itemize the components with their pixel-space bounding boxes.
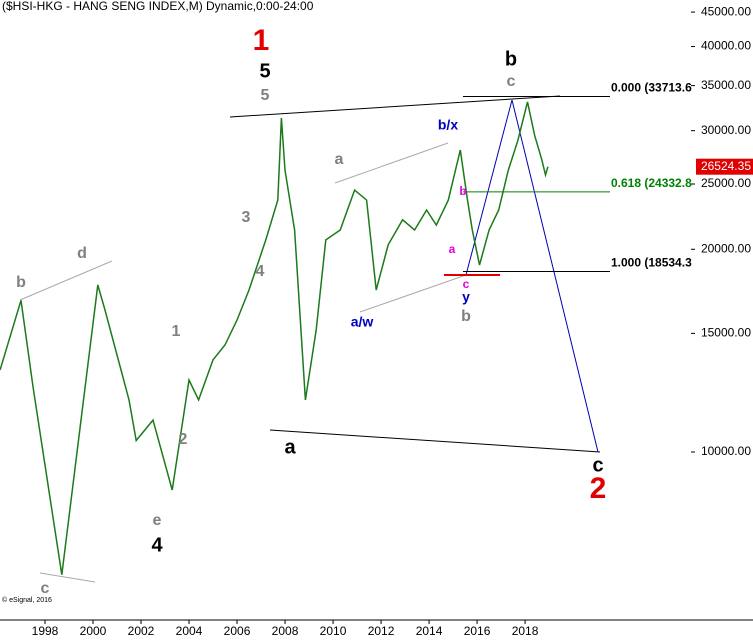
wave-label: c	[507, 73, 516, 90]
wave-label: b	[461, 308, 471, 325]
channel-line	[19, 260, 113, 301]
y-tick-label: 35000.00	[701, 78, 751, 92]
trend-line	[269, 429, 601, 453]
fib-label: 0.000 (33713.6	[611, 81, 692, 95]
wave-label: a/w	[351, 314, 374, 330]
x-tick-label: 2008	[272, 624, 299, 638]
x-tick-label: 2012	[368, 624, 395, 638]
fib-label: 1.000 (18534.3	[611, 256, 692, 270]
trend-lines	[19, 95, 601, 583]
wave-label: y	[462, 289, 470, 305]
x-tick-label: 2002	[128, 624, 155, 638]
wave-label: 1	[172, 323, 181, 340]
channel-line	[359, 274, 467, 313]
wave-label: 2	[590, 472, 607, 505]
x-tick-label: 2006	[224, 624, 251, 638]
wave-label: 4	[256, 263, 265, 280]
channel-line	[334, 142, 449, 184]
x-tick-label: 2016	[464, 624, 491, 638]
wave-label: 2	[179, 431, 188, 448]
wave-label: e	[153, 512, 162, 529]
y-tick-label: 20000.00	[701, 241, 751, 255]
x-tick-label: 2018	[512, 624, 539, 638]
last-price-badge	[696, 158, 753, 175]
y-tick-label: 40000.00	[701, 39, 751, 53]
wave-label: b	[459, 184, 466, 198]
wave-label: c	[463, 277, 470, 291]
x-tick-label: 1998	[32, 624, 59, 638]
y-tick-label: 10000.00	[701, 444, 751, 458]
wave-label: b	[16, 274, 26, 291]
x-tick-label: 2000	[80, 624, 107, 638]
projection-line	[465, 99, 513, 276]
x-tick-label: 2010	[320, 624, 347, 638]
last-price-label: 26524.35	[701, 159, 751, 173]
wave-label: a	[335, 151, 344, 168]
wave-label: a	[449, 242, 456, 256]
projection-line	[511, 99, 599, 453]
wave-label: c	[592, 454, 603, 476]
wave-label: 5	[259, 60, 270, 82]
y-tick-label: 45000.00	[701, 4, 751, 18]
wave-label: 4	[151, 534, 163, 556]
trend-line	[229, 95, 561, 118]
wave-label: b/x	[438, 117, 458, 133]
x-tick-label: 2004	[176, 624, 203, 638]
wave-label: 5	[261, 87, 270, 104]
fib-label: 0.618 (24332.8	[611, 176, 692, 190]
y-tick-label: 30000.00	[701, 123, 751, 137]
y-tick-label: 25000.00	[701, 176, 751, 190]
y-tick-label: 15000.00	[701, 326, 751, 340]
price-line	[0, 101, 549, 575]
wave-label: b	[505, 48, 517, 70]
x-tick-label: 2014	[416, 624, 443, 638]
wave-label: 3	[242, 209, 251, 226]
credit: © eSignal, 2016	[2, 596, 52, 604]
wave-label: c	[41, 580, 50, 597]
wave-label: d	[77, 245, 87, 262]
wave-label: 1	[253, 24, 270, 57]
channel-line	[39, 572, 96, 583]
wave-label: a	[284, 436, 296, 458]
chart-title: ($HSI-HKG - HANG SENG INDEX,M) Dynamic,0…	[2, 0, 314, 13]
